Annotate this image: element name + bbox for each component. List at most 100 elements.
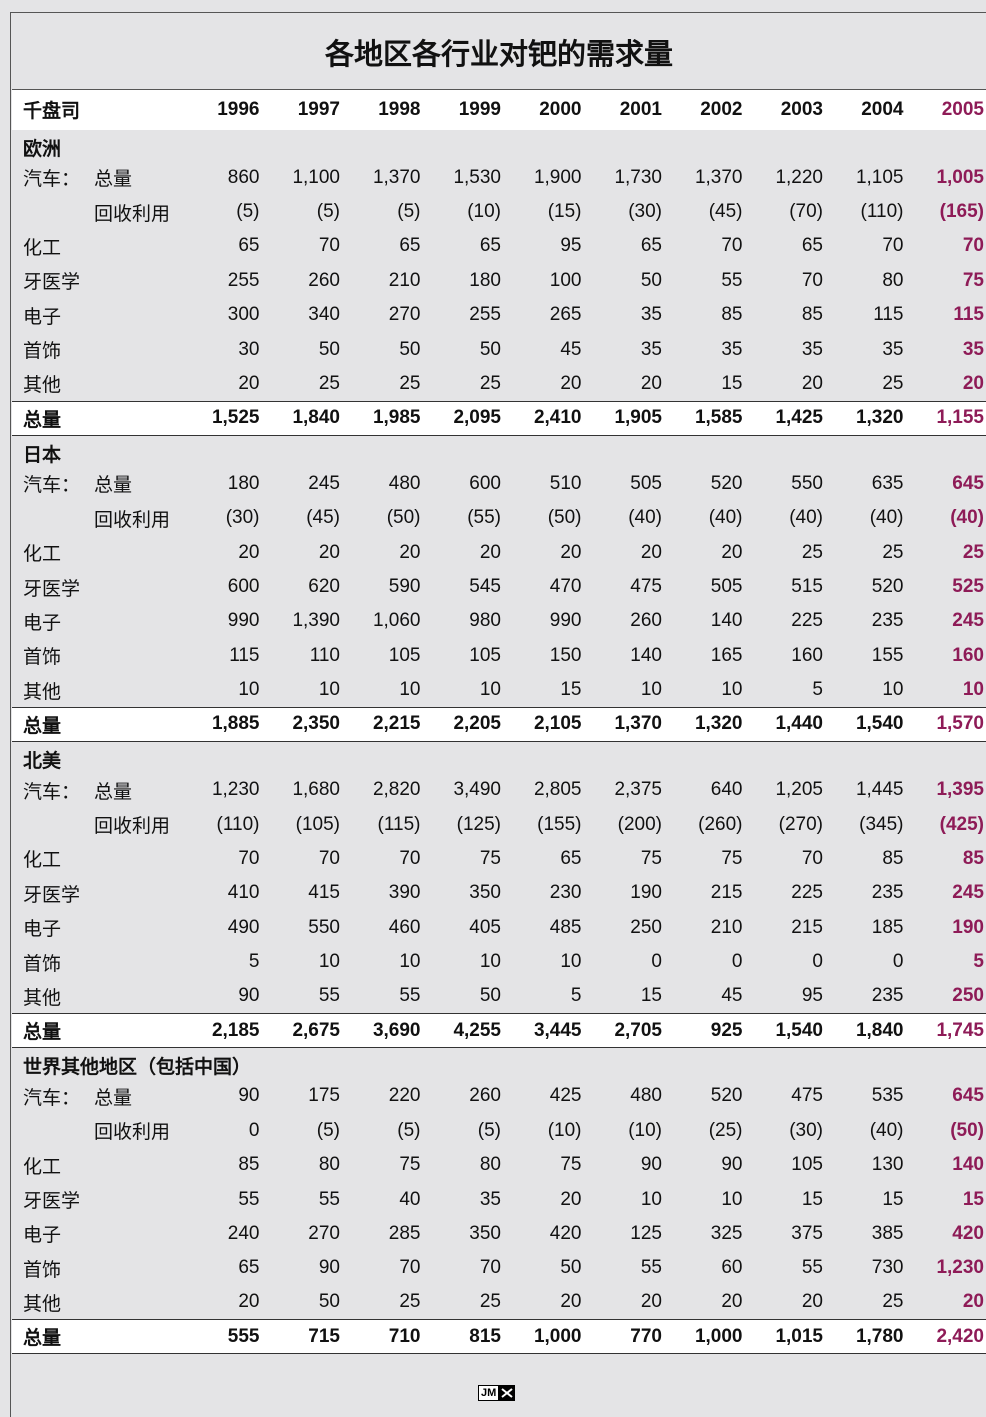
- value-cell: 115: [953, 304, 984, 326]
- value-cell: 5: [248, 951, 260, 973]
- value-cell: 55: [318, 985, 340, 1007]
- value-cell: 20: [318, 541, 340, 563]
- section-row: 世界其他地区（包括中国）: [12, 1048, 986, 1080]
- value-cell: 1,540: [855, 713, 904, 735]
- value-cell: 35: [882, 338, 904, 360]
- value-cell: 70: [479, 1257, 501, 1279]
- value-cell: 225: [791, 610, 823, 632]
- value-cell: 115: [229, 644, 260, 666]
- value-cell: 70: [318, 235, 340, 257]
- value-cell: 815: [469, 1325, 501, 1347]
- value-cell: 1,320: [855, 407, 904, 429]
- value-cell: 20: [238, 541, 260, 563]
- value-cell: 1,840: [855, 1019, 904, 1041]
- value-cell: 70: [882, 235, 904, 257]
- value-cell: 65: [479, 235, 501, 257]
- row-label-main: 汽车：: [23, 781, 81, 803]
- row-label-main: 其他: [23, 1293, 62, 1315]
- value-cell: 140: [710, 610, 743, 632]
- value-cell: 1,585: [694, 407, 743, 429]
- value-cell: 70: [962, 235, 984, 257]
- section-name: 日本: [23, 444, 62, 466]
- value-cell: 65: [238, 1257, 260, 1279]
- value-cell: 25: [882, 541, 904, 563]
- value-cell: 1,230: [936, 1257, 984, 1279]
- value-cell: 1,015: [775, 1325, 823, 1347]
- value-cell: 85: [801, 304, 823, 326]
- value-cell: 390: [388, 882, 421, 904]
- value-cell: (50): [547, 507, 582, 529]
- value-cell: 0: [731, 951, 743, 973]
- value-cell: 1,985: [372, 407, 421, 429]
- value-cell: 225: [791, 882, 823, 904]
- value-cell: 1,745: [936, 1019, 984, 1041]
- value-cell: 15: [801, 1188, 823, 1210]
- row-label-main: 其他: [23, 987, 62, 1009]
- value-cell: 20: [479, 541, 501, 563]
- value-cell: 490: [227, 916, 260, 938]
- value-cell: (110): [216, 813, 260, 835]
- data-row: 电子 240 270 285 350 420 125 325 375 385 420: [12, 1217, 986, 1251]
- value-cell: 520: [710, 472, 743, 494]
- value-cell: 15: [962, 1188, 984, 1210]
- section-name: 世界其他地区（包括中国）: [23, 1057, 252, 1079]
- value-cell: 1,155: [936, 407, 984, 429]
- value-cell: 25: [479, 1291, 501, 1313]
- value-cell: 0: [812, 951, 823, 973]
- value-cell: 1,370: [614, 713, 662, 735]
- value-cell: 1,060: [372, 610, 421, 632]
- value-cell: 1,730: [614, 166, 662, 188]
- value-cell: 270: [388, 304, 421, 326]
- value-cell: 425: [549, 1085, 582, 1107]
- value-cell: 535: [871, 1085, 904, 1107]
- row-label: 其他: [12, 367, 181, 401]
- value-cell: 505: [630, 472, 662, 494]
- value-cell: 5: [570, 985, 582, 1007]
- data-row: 其他 20 25 25 25 20 20 15 20 25 20: [12, 367, 986, 401]
- value-cell: 85: [962, 847, 984, 869]
- value-cell: 180: [227, 472, 260, 494]
- value-cell: 25: [801, 541, 823, 563]
- year-header: 2004: [861, 98, 904, 120]
- value-cell: (45): [708, 201, 743, 223]
- value-cell: 255: [469, 304, 501, 326]
- row-label-main: 牙医学: [23, 884, 81, 906]
- value-cell: 115: [873, 304, 904, 326]
- value-cell: 85: [721, 304, 743, 326]
- value-cell: 130: [871, 1154, 904, 1176]
- value-cell: 20: [640, 541, 662, 563]
- value-cell: 350: [469, 882, 501, 904]
- value-cell: 210: [388, 269, 421, 291]
- value-cell: (45): [306, 507, 340, 529]
- frame: 各地区各行业对钯的需求量 千盘司 1996 1997 1998 1999 2000 2001…: [10, 12, 986, 1417]
- value-cell: (15): [547, 201, 582, 223]
- row-label-sub: 总量: [94, 169, 133, 191]
- value-cell: (5): [236, 201, 260, 223]
- total-row: 总量 1,885 2,350 2,215 2,205 2,105 1,370 1,320 1,4…: [12, 707, 986, 742]
- value-cell: 85: [882, 847, 904, 869]
- value-cell: 155: [871, 644, 904, 666]
- value-cell: 160: [791, 644, 823, 666]
- value-cell: (270): [778, 813, 823, 835]
- value-cell: 600: [469, 472, 501, 494]
- value-cell: 20: [560, 372, 582, 394]
- row-label: 其他: [12, 1286, 181, 1320]
- value-cell: 240: [227, 1222, 260, 1244]
- value-cell: 730: [871, 1257, 904, 1279]
- value-cell: 185: [871, 916, 904, 938]
- value-cell: 90: [318, 1257, 340, 1279]
- value-cell: 90: [238, 985, 260, 1007]
- value-cell: 1,000: [694, 1325, 743, 1347]
- value-cell: 1,000: [533, 1325, 582, 1347]
- value-cell: 1,905: [614, 407, 662, 429]
- row-label: 首饰: [12, 332, 181, 366]
- value-cell: 30: [238, 338, 260, 360]
- section-name: 北美: [23, 750, 62, 772]
- value-cell: 2,215: [372, 713, 421, 735]
- value-cell: 20: [560, 1188, 582, 1210]
- row-label: 化工: [12, 842, 181, 876]
- value-cell: (70): [789, 201, 823, 223]
- header-row: 千盘司 1996 1997 1998 1999 2000 2001 2002 2003 2004 2…: [12, 89, 986, 130]
- value-cell: 215: [710, 882, 743, 904]
- row-label: 牙医学: [12, 1182, 181, 1216]
